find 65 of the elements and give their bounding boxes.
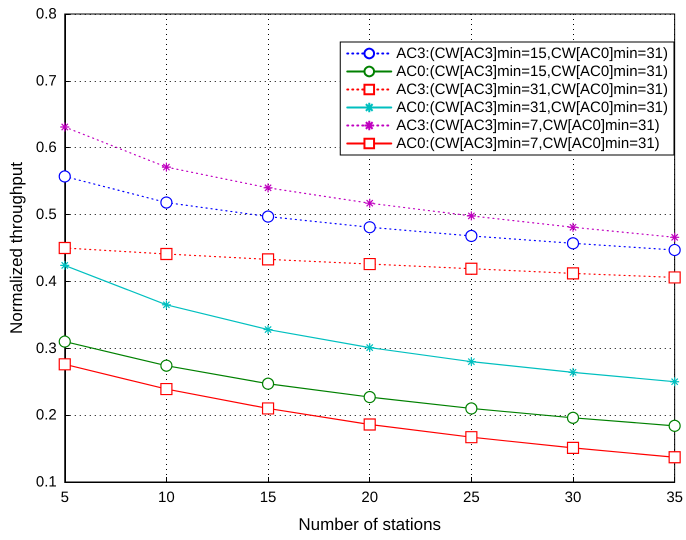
x-axis-title: Number of stations [298, 515, 442, 534]
point [364, 418, 376, 431]
point [670, 232, 680, 242]
point [364, 390, 376, 404]
point [262, 402, 274, 415]
point [364, 221, 376, 234]
point [668, 420, 681, 432]
x-tick-label: 10 [158, 489, 175, 506]
x-tick-label: 30 [564, 489, 582, 506]
point [568, 222, 578, 232]
y-tick-label: 0.2 [36, 406, 57, 424]
y-tick-label: 0.6 [36, 139, 57, 156]
point [161, 300, 172, 310]
point [160, 382, 173, 396]
legend-label: AC0:(CW[AC3]min=31,CW[AC0]min=31) [396, 99, 668, 116]
x-tick-label: 20 [361, 489, 378, 506]
legend-label: AC3:(CW[AC3]min=15,CW[AC0]min=31) [396, 45, 668, 62]
point [364, 198, 375, 208]
x-tick-label: 5 [60, 489, 69, 506]
legend-label: AC3:(CW[AC3]min=31,CW[AC0]min=31) [396, 81, 668, 98]
point [262, 378, 274, 390]
point [262, 210, 274, 223]
point [466, 356, 476, 367]
y-tick-label: 0.8 [36, 6, 57, 22]
y-tick-label: 0.7 [36, 72, 57, 90]
point [566, 237, 580, 250]
point [466, 210, 476, 222]
point [262, 253, 274, 266]
point [566, 412, 580, 424]
point [465, 402, 478, 415]
point [58, 358, 71, 370]
point [160, 196, 173, 209]
point [668, 451, 681, 464]
y-axis-title: Normalized throughput [7, 162, 26, 334]
point [262, 182, 274, 193]
point [566, 442, 580, 454]
legend-label: AC0:(CW[AC3]min=15,CW[AC0]min=31) [396, 63, 668, 80]
point [668, 244, 681, 256]
point [58, 170, 71, 183]
x-tick-label: 15 [260, 489, 276, 506]
point [568, 367, 578, 378]
y-tick-label: 0.5 [36, 206, 57, 224]
point [60, 122, 70, 132]
y-tick-label: 0.1 [36, 474, 57, 490]
point [364, 258, 376, 270]
legend-label: AC0:(CW[AC3]min=7,CW[AC0]min=31) [396, 135, 660, 152]
x-tick-label: 35 [666, 489, 683, 506]
point [364, 342, 375, 353]
point [160, 360, 173, 372]
point [161, 162, 172, 172]
y-tick-label: 0.4 [36, 272, 57, 290]
point [160, 248, 173, 260]
y-tick-label: 0.3 [36, 340, 57, 357]
legend-label: AC3:(CW[AC3]min=7,CW[AC0]min=31) [396, 117, 660, 134]
point [58, 336, 71, 348]
point [60, 260, 70, 270]
point [58, 242, 71, 254]
point [465, 262, 478, 275]
point [262, 324, 274, 335]
point [670, 376, 680, 387]
point [465, 431, 478, 444]
point [465, 230, 478, 242]
point [566, 267, 580, 280]
point [668, 271, 681, 284]
x-tick-label: 25 [463, 489, 480, 506]
